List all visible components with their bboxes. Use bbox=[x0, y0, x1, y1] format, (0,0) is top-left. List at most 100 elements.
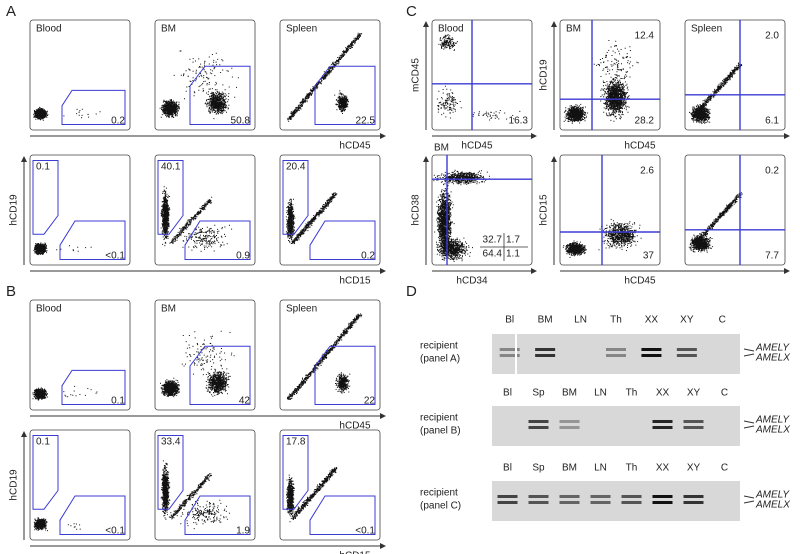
lane-label: Sp bbox=[532, 463, 545, 474]
band bbox=[652, 420, 673, 423]
band bbox=[621, 495, 642, 498]
plot-title: BM bbox=[434, 143, 449, 154]
quadrant-value: 1.1 bbox=[506, 249, 520, 260]
lane-label: Sp bbox=[532, 388, 545, 399]
y-axis-label: mCD45 bbox=[411, 58, 422, 92]
gate bbox=[32, 160, 59, 235]
events bbox=[285, 192, 338, 245]
plot-title: Spleen bbox=[691, 24, 722, 35]
band bbox=[528, 426, 549, 429]
plot-frame bbox=[154, 299, 256, 411]
quadrant-value: 32.7 bbox=[483, 235, 503, 246]
gate bbox=[282, 435, 309, 510]
events bbox=[562, 218, 642, 258]
gate-value: 17.8 bbox=[286, 437, 306, 448]
gate-value: <0.1 bbox=[105, 526, 125, 537]
events bbox=[433, 169, 490, 262]
recipient-label: recipient bbox=[420, 413, 458, 424]
gate-value: 1.9 bbox=[236, 526, 250, 537]
band bbox=[641, 348, 662, 351]
events bbox=[33, 517, 81, 532]
plot-title: BM bbox=[566, 24, 581, 35]
band-label: AMELY bbox=[755, 415, 790, 426]
y-axis-label: hCD19 bbox=[539, 59, 550, 91]
quadrant-value: 2.0 bbox=[765, 31, 779, 42]
panel-label: D bbox=[406, 283, 417, 300]
band bbox=[683, 420, 704, 423]
recipient-panel: (panel C) bbox=[420, 501, 461, 512]
gate bbox=[32, 435, 59, 510]
band bbox=[621, 501, 642, 504]
gate-value: 42 bbox=[239, 396, 251, 407]
events bbox=[160, 186, 233, 252]
gate bbox=[314, 345, 376, 405]
lane-label: C bbox=[719, 315, 726, 326]
plot-title: BM bbox=[161, 24, 176, 35]
x-axis-label: hCD45 bbox=[339, 421, 371, 432]
x-axis-label: hCD45 bbox=[461, 141, 493, 152]
y-axis-label: hCD19 bbox=[9, 469, 20, 501]
events bbox=[689, 62, 743, 124]
y-axis-label: hCD38 bbox=[411, 194, 422, 226]
lane-label: BM bbox=[562, 463, 577, 474]
band bbox=[535, 354, 556, 357]
band bbox=[499, 354, 520, 357]
gate-value: 20.4 bbox=[286, 162, 306, 173]
band bbox=[528, 495, 549, 498]
events bbox=[563, 40, 639, 124]
gate-value: 22 bbox=[364, 396, 376, 407]
quadrant-value: 28.2 bbox=[635, 116, 655, 127]
lane-label: Th bbox=[626, 388, 638, 399]
recipient-panel: (panel B) bbox=[420, 426, 461, 437]
lane-label: BM bbox=[562, 388, 577, 399]
plot-frame bbox=[684, 154, 786, 266]
gate bbox=[309, 495, 376, 535]
lane-label: Th bbox=[626, 463, 638, 474]
plot-title: Blood bbox=[36, 304, 62, 315]
lane-label: Bl bbox=[503, 388, 512, 399]
gate-value: <0.1 bbox=[105, 251, 125, 262]
x-axis-label: hCD45 bbox=[339, 141, 371, 152]
lane-label: Th bbox=[610, 315, 622, 326]
gate bbox=[309, 220, 376, 260]
plot-title: Spleen bbox=[286, 304, 317, 315]
panel-label: A bbox=[6, 3, 16, 20]
x-axis-label: hCD15 bbox=[339, 276, 371, 287]
band bbox=[559, 420, 580, 423]
gate-value: 22.5 bbox=[356, 116, 376, 127]
quadrant-value: 7.7 bbox=[765, 251, 779, 262]
y-axis-label: hCD19 bbox=[9, 194, 20, 226]
events bbox=[33, 242, 92, 256]
plot-frame bbox=[154, 19, 256, 131]
gate bbox=[282, 160, 309, 235]
x-axis-label: hCD45 bbox=[624, 141, 656, 152]
band bbox=[590, 495, 611, 498]
panel-label: C bbox=[406, 3, 417, 20]
gate-value: 0.1 bbox=[111, 396, 125, 407]
band bbox=[606, 348, 626, 351]
events bbox=[436, 34, 521, 121]
plot-frame bbox=[279, 19, 381, 131]
gate-value: 0.2 bbox=[111, 116, 125, 127]
quadrant-value: 0.2 bbox=[765, 166, 779, 177]
plot-frame bbox=[154, 154, 256, 266]
gate bbox=[184, 495, 251, 535]
lane-label: Bl bbox=[505, 315, 514, 326]
band bbox=[652, 495, 673, 498]
lane-label: LN bbox=[594, 388, 607, 399]
quadrant-value: 6.1 bbox=[765, 116, 779, 127]
quadrant-value: 2.6 bbox=[640, 166, 654, 177]
quadrant-value: 16.3 bbox=[509, 116, 529, 127]
lane-label: XY bbox=[687, 388, 701, 399]
events bbox=[286, 313, 363, 400]
gate bbox=[61, 89, 126, 125]
plot-title: BM bbox=[161, 304, 176, 315]
lane-label: Bl bbox=[503, 463, 512, 474]
band bbox=[497, 495, 518, 498]
gate bbox=[59, 495, 126, 535]
band-pointer bbox=[743, 495, 755, 504]
band bbox=[590, 501, 611, 504]
band bbox=[528, 420, 549, 423]
